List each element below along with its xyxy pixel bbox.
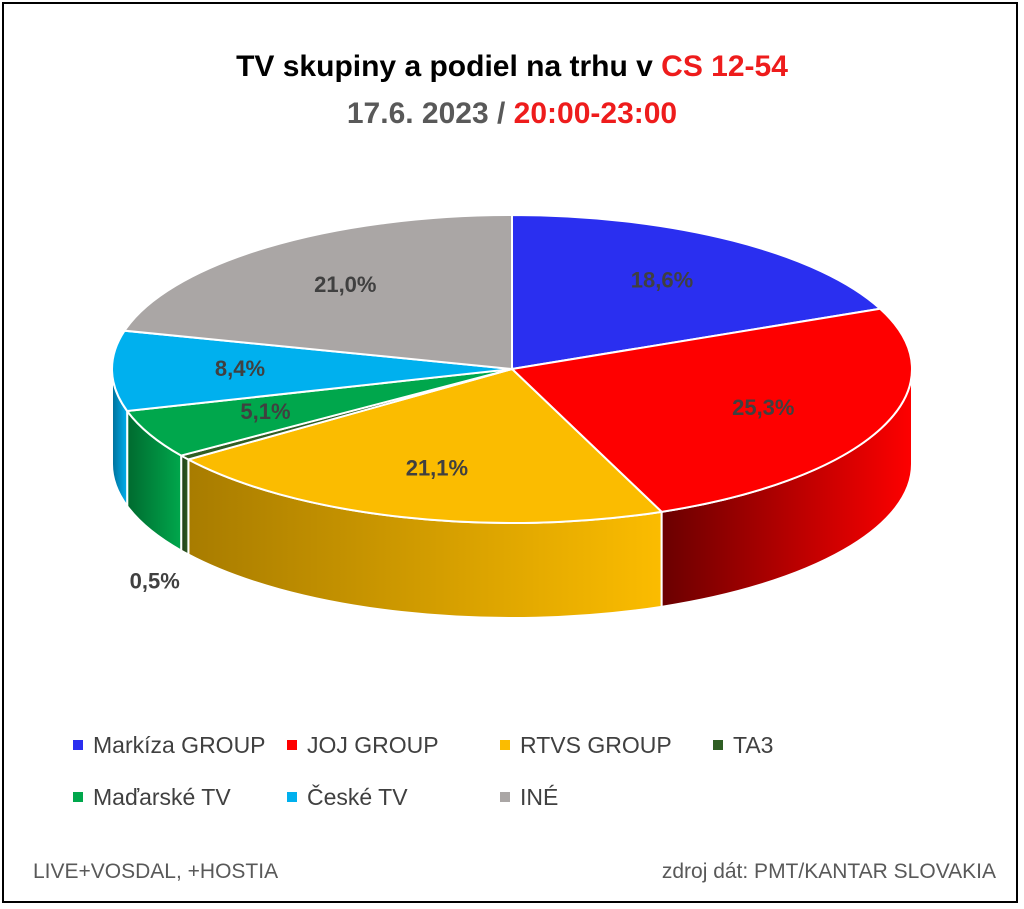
- legend-swatch: [500, 739, 510, 750]
- legend-label: JOJ GROUP: [307, 732, 439, 758]
- data-label-ma-arsk-tv: 5,1%: [240, 399, 290, 424]
- chart-subtitle-date: 17.6. 2023 /: [346, 97, 514, 130]
- footer-source: zdroj dát: PMT/KANTAR SLOVAKIA: [661, 860, 996, 883]
- legend-label: TA3: [733, 732, 774, 758]
- legend-item-rtvs-group: RTVS GROUP: [500, 730, 672, 760]
- pie-slice-rtvs-group: [187, 368, 663, 524]
- chart-title-main: TV skupiny a podiel na trhu v: [236, 50, 662, 83]
- data-label-mark-za-group: 18,6%: [631, 268, 693, 293]
- legend-item-ma-arsk-tv: Maďarské TV: [73, 782, 231, 812]
- chart-title: TV skupiny a podiel na trhu v CS 12-54: [0, 50, 1024, 84]
- data-label--esk-tv: 8,4%: [215, 356, 265, 381]
- data-label-rtvs-group: 21,1%: [406, 456, 468, 481]
- legend-item-in-: INÉ: [500, 782, 558, 812]
- legend-swatch: [287, 739, 297, 750]
- data-label-in-: 21,0%: [314, 272, 376, 297]
- legend-label: Markíza GROUP: [93, 732, 266, 758]
- pie-slice--esk-tv: [111, 329, 513, 413]
- chart-title-audience: CS 12-54: [661, 50, 788, 83]
- pie-slice-in-: [123, 214, 513, 370]
- chart-subtitle-time: 20:00-23:00: [513, 97, 678, 130]
- footer-note: LIVE+VOSDAL, +HOSTIA: [33, 860, 279, 883]
- legend-swatch: [73, 739, 83, 750]
- legend-item-joj-group: JOJ GROUP: [287, 730, 439, 760]
- data-label-joj-group: 25,3%: [732, 395, 794, 420]
- legend-item-ta3: TA3: [713, 730, 773, 760]
- legend-item-mark-za-group: Markíza GROUP: [73, 730, 266, 760]
- chart-subtitle: 17.6. 2023 / 20:00-23:00: [0, 97, 1024, 131]
- legend-swatch: [73, 791, 83, 802]
- legend-swatch: [287, 791, 297, 802]
- pie-slice-joj-group: [511, 307, 913, 513]
- legend-swatch: [713, 739, 723, 750]
- legend-label: České TV: [307, 784, 408, 810]
- pie-side-ta3: [180, 454, 190, 556]
- legend-label: RTVS GROUP: [520, 732, 672, 758]
- legend-label: Maďarské TV: [93, 784, 231, 810]
- legend-label: INÉ: [520, 784, 559, 810]
- legend-item--esk-tv: České TV: [287, 782, 408, 812]
- data-label-ta3: 0,5%: [130, 568, 180, 593]
- legend-swatch: [500, 791, 510, 802]
- pie-slice-mark-za-group: [511, 214, 882, 370]
